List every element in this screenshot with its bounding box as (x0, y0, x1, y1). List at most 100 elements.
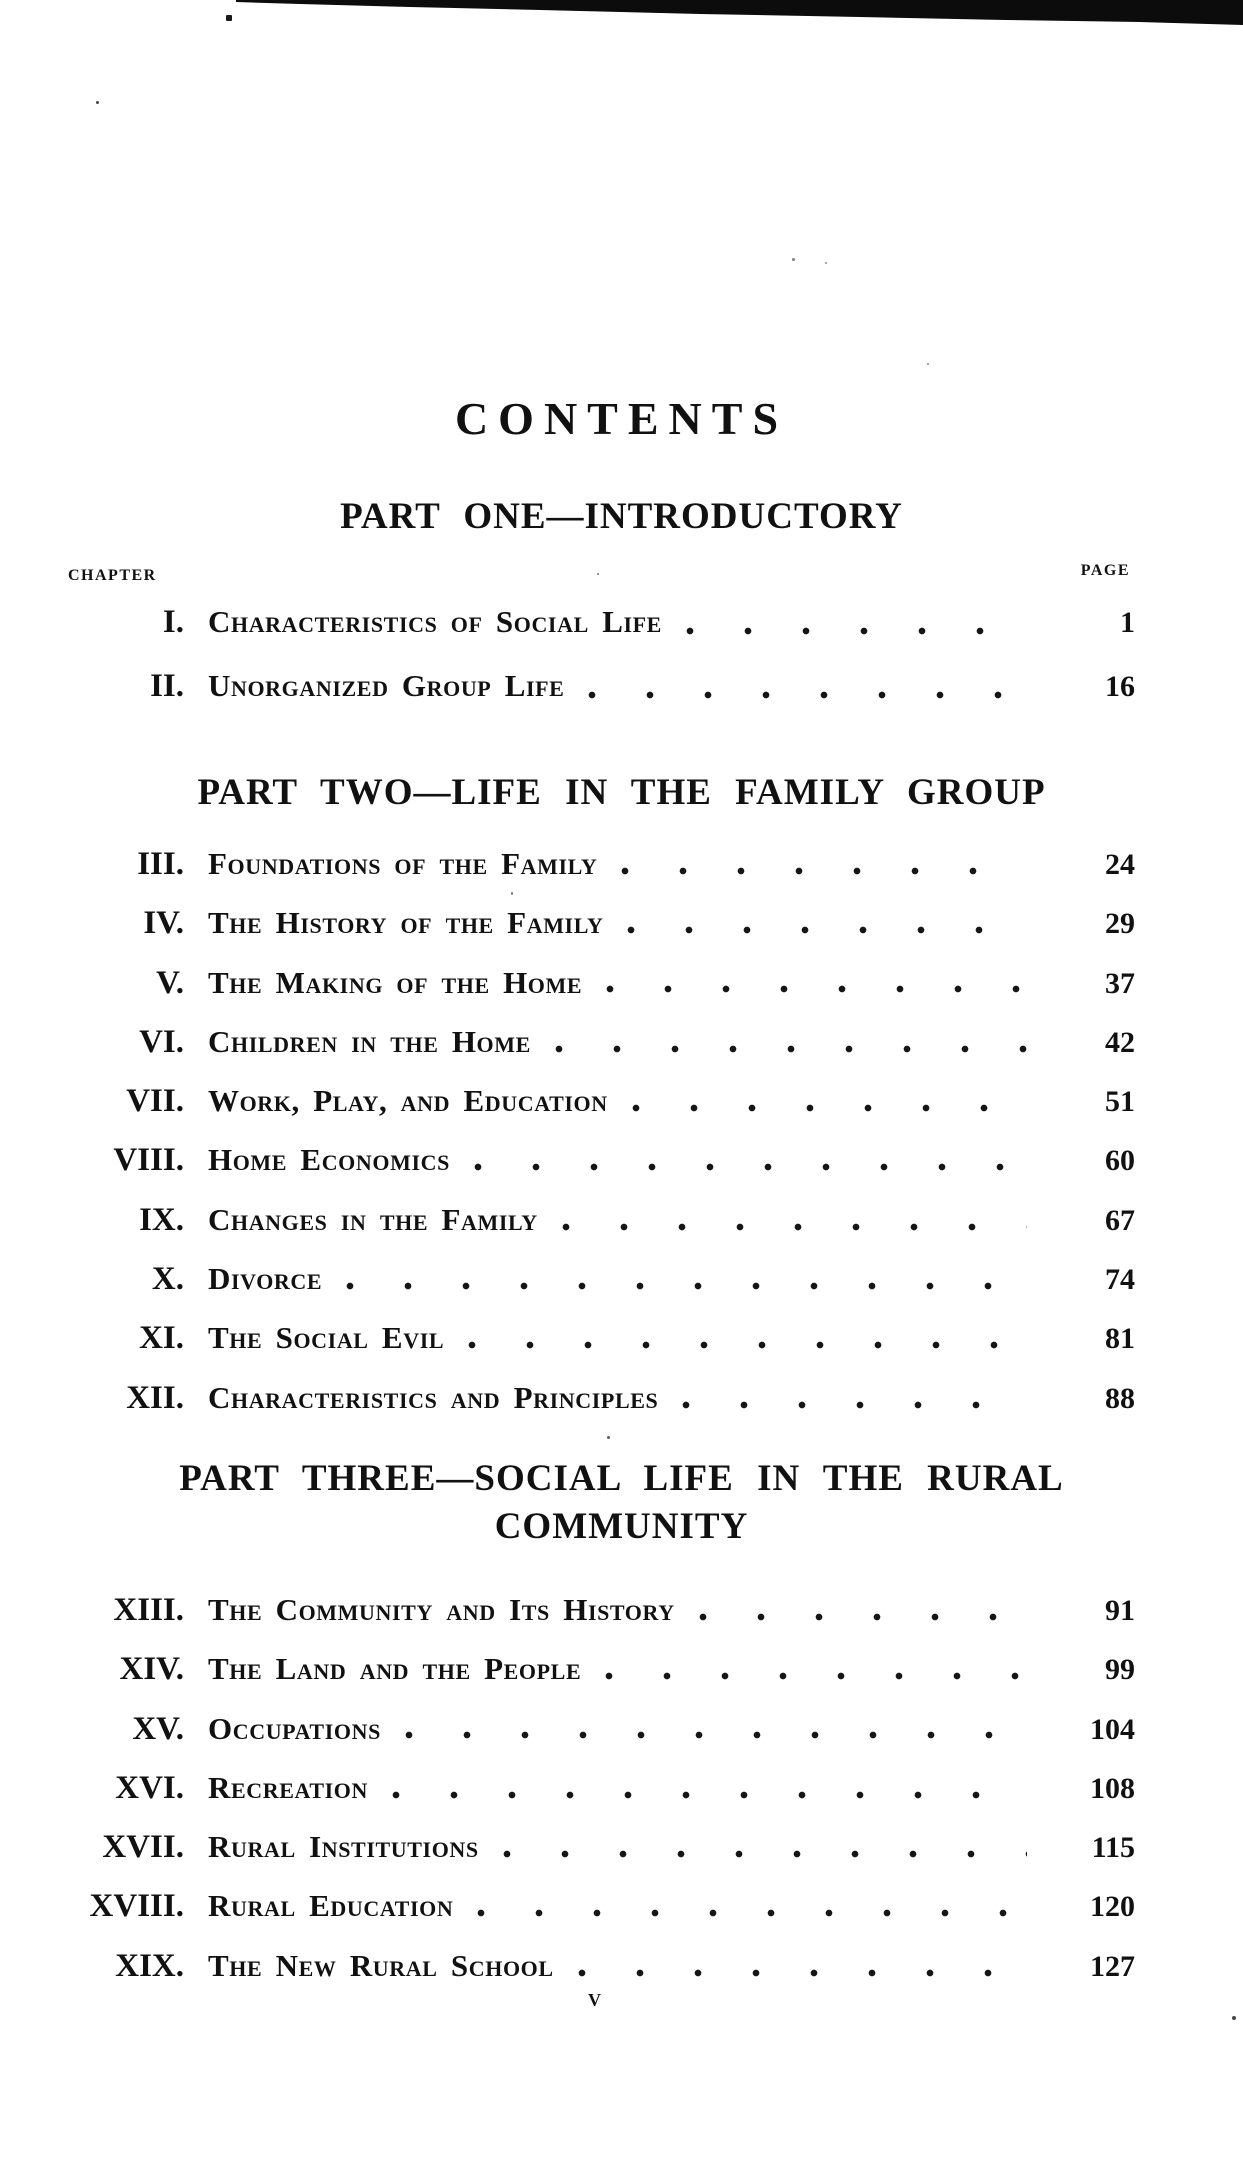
page-number: 127 (1090, 1949, 1135, 1983)
chapter-numeral: IV. (143, 905, 184, 942)
dot-leader (548, 1011, 1027, 1072)
toc-entry: XVII. Rural Institutions 115 (0, 1817, 1243, 1877)
chapter-title: Rural Institutions (208, 1829, 479, 1865)
chapter-title: Changes in the Family (208, 1201, 538, 1237)
toc-entry: V. The Making of the Home 37 (0, 952, 1243, 1012)
page-number: 60 (1105, 1144, 1135, 1178)
chapter-numeral: XIII. (113, 1592, 184, 1628)
toc-entry: XIII. The Community and Its History 91 (0, 1580, 1243, 1640)
page-number: 120 (1090, 1890, 1135, 1924)
dot-leader (615, 834, 1027, 894)
scan-speckle (597, 573, 599, 575)
scan-speckle (607, 1436, 610, 1439)
toc-entry: XIV. The Land and the People 99 (0, 1639, 1243, 1699)
chapter-title: Rural Education (208, 1888, 454, 1924)
dot-leader (386, 1757, 1027, 1818)
page-number: 29 (1105, 907, 1135, 941)
page-number: 91 (1105, 1594, 1135, 1627)
dot-leader (471, 1876, 1027, 1936)
dot-leader (555, 1189, 1027, 1250)
chapter-title: Work, Play, and Education (208, 1083, 608, 1119)
dot-leader (625, 1071, 1027, 1131)
chapter-numeral: VI. (139, 1023, 184, 1060)
part-three-entries: XIII. The Community and Its History 91 X… (0, 1580, 1243, 1996)
toc-entry: XII. Characteristics and Principles 88 (0, 1367, 1243, 1427)
toc-entry: IV. The History of the Family 29 (0, 893, 1243, 953)
page-number: 81 (1105, 1322, 1135, 1356)
dot-leader (398, 1698, 1027, 1758)
page-number: 88 (1105, 1381, 1135, 1415)
scan-speckle (226, 15, 232, 21)
chapter-title: Home Economics (208, 1142, 450, 1178)
part-two-entries: III. Foundations of the Family 24 IV. Th… (0, 834, 1243, 1427)
chapter-numeral: X. (151, 1261, 184, 1298)
toc-entry: VI. Children in the Home 42 (0, 1011, 1243, 1072)
part-three-heading-line1: PART THREE—SOCIAL LIFE IN THE RURAL (179, 1458, 1064, 1499)
page-number: 37 (1105, 966, 1135, 1000)
dot-leader (462, 1308, 1027, 1368)
chapter-title: Children in the Home (208, 1023, 531, 1059)
toc-entry: X. Divorce 74 (0, 1249, 1243, 1309)
dot-leader (571, 1935, 1027, 1996)
toc-entry: IX. Changes in the Family 67 (0, 1189, 1243, 1250)
page-number: 24 (1105, 848, 1135, 881)
chapter-numeral: XVI. (115, 1769, 184, 1806)
part-two-heading: PART TWO—LIFE IN THE FAMILY GROUP (197, 772, 1046, 813)
chapter-numeral: XV. (132, 1710, 184, 1747)
chapter-numeral: XI. (139, 1320, 184, 1357)
part-three-heading: PART THREE—SOCIAL LIFE IN THE RURAL COMM… (0, 1455, 1243, 1551)
chapter-title: The Land and the People (208, 1651, 582, 1687)
toc-entry: VII. Work, Play, and Education 51 (0, 1071, 1243, 1131)
page-number: 67 (1105, 1203, 1135, 1237)
chapter-numeral: IX. (139, 1201, 184, 1238)
page-number: 99 (1105, 1653, 1135, 1687)
chapter-title: Occupations (208, 1710, 381, 1746)
chapter-title: Unorganized Group Life (208, 668, 565, 703)
dot-leader (340, 1249, 1027, 1309)
dot-leader (599, 1639, 1027, 1699)
chapter-title: Characteristics and Principles (208, 1379, 659, 1415)
part-three-heading-line2: COMMUNITY (494, 1506, 749, 1547)
chapter-numeral: VII. (126, 1083, 184, 1120)
chapter-numeral: XVII. (102, 1829, 184, 1866)
toc-entry: I. Characteristics of Social Life 1 (0, 592, 1243, 656)
dot-leader (600, 952, 1027, 1012)
toc-entry: III. Foundations of the Family 24 (0, 834, 1243, 894)
chapter-numeral: XIX. (115, 1947, 184, 1984)
scan-speckle (825, 262, 827, 264)
scan-speckle (1232, 2016, 1236, 2020)
chapter-title: The History of the Family (208, 905, 604, 941)
part-one-heading: PART ONE—INTRODUCTORY (340, 496, 903, 537)
toc-entry: XIX. The New Rural School 127 (0, 1935, 1243, 1996)
page-number: 115 (1091, 1831, 1135, 1865)
chapter-title: The Making of the Home (208, 964, 583, 1000)
chapter-title: Recreation (208, 1769, 369, 1805)
chapter-title: The Social Evil (208, 1320, 445, 1356)
toc-entry: VIII. Home Economics 60 (0, 1130, 1243, 1190)
dot-leader (676, 1367, 1027, 1427)
page-number: 16 (1105, 670, 1135, 703)
page-number: 51 (1105, 1085, 1135, 1119)
chapter-numeral: XIV. (119, 1651, 184, 1688)
chapter-title: Divorce (208, 1261, 323, 1297)
page-number: 108 (1090, 1771, 1135, 1805)
chapter-numeral: XVIII. (89, 1888, 184, 1925)
chapter-column-label: CHAPTER (68, 567, 157, 584)
dot-leader (582, 656, 1027, 720)
toc-entry: XI. The Social Evil 81 (0, 1308, 1243, 1368)
toc-entry: XVIII. Rural Education 120 (0, 1876, 1243, 1936)
toc-entry: II. Unorganized Group Life 16 (0, 656, 1243, 720)
toc-entry: XVI. Recreation 108 (0, 1757, 1243, 1818)
chapter-title: The Community and Its History (208, 1592, 675, 1627)
page-folio: v (588, 1983, 601, 2012)
chapter-numeral: VIII. (113, 1142, 184, 1179)
page-column-label: PAGE (1080, 562, 1130, 579)
dot-leader (467, 1130, 1027, 1190)
toc-entry: XV. Occupations 104 (0, 1698, 1243, 1758)
scan-speckle (792, 258, 795, 261)
page-title: CONTENTS (454, 393, 789, 444)
chapter-title: The New Rural School (208, 1947, 554, 1983)
dot-leader (692, 1580, 1027, 1640)
scan-speckle (96, 101, 99, 104)
